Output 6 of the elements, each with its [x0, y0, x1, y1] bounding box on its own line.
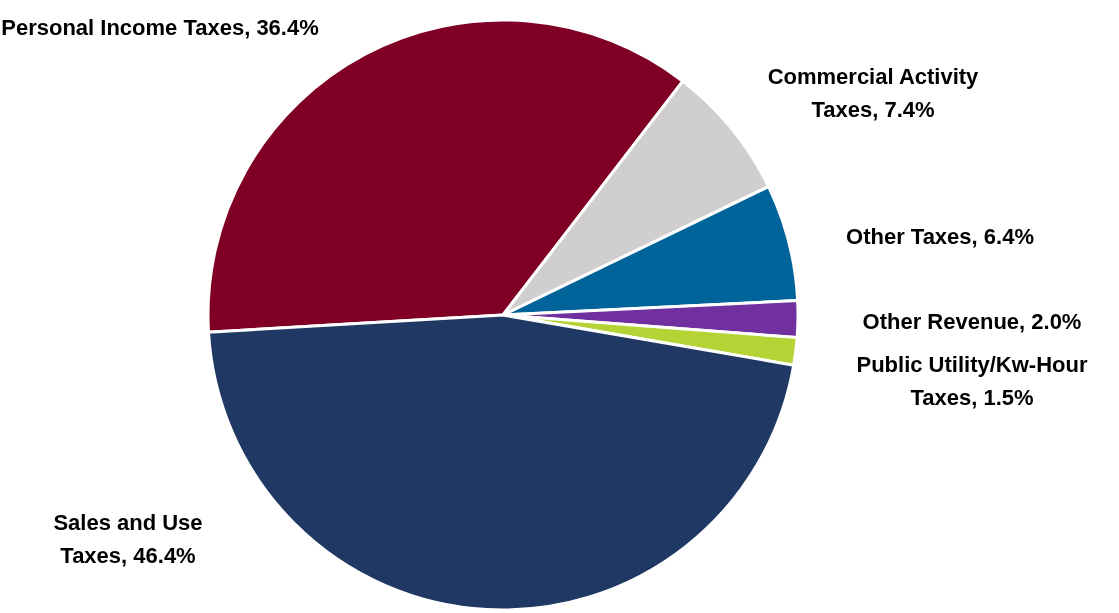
slice-label: Other Taxes, 6.4%: [846, 224, 1034, 249]
slice-label: Commercial Activity Taxes, 7.4%: [767, 64, 980, 122]
slice-label: Other Revenue, 2.0%: [862, 309, 1082, 334]
slice-label: Public Utility/Kw-Hour Taxes, 1.5%: [856, 352, 1088, 410]
slice-label: Personal Income Taxes, 36.4%: [1, 15, 319, 40]
slice-label: Sales and Use Taxes, 46.4%: [53, 510, 203, 568]
